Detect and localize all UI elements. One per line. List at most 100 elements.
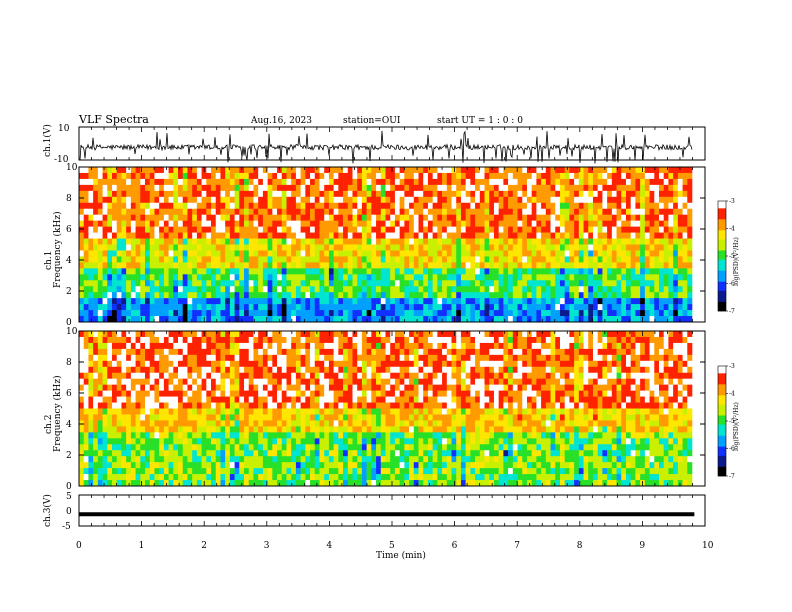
spectrogram-cell <box>427 298 433 305</box>
spectrogram-cell <box>102 360 108 368</box>
spectrogram-cell <box>220 298 226 305</box>
spectrogram-cell <box>135 414 141 421</box>
spectrogram-cell <box>437 316 443 323</box>
spectrogram-cell <box>328 456 334 463</box>
spectrogram-cell <box>168 286 174 293</box>
spectrogram-cell <box>258 214 264 221</box>
spectrogram-cell <box>442 202 448 210</box>
spectrogram-cell <box>588 262 594 269</box>
spectrogram-cell <box>187 414 193 421</box>
spectrogram-cell <box>163 348 169 356</box>
spectrogram-cell <box>409 202 415 210</box>
spectrogram-cell <box>432 244 438 251</box>
spectrogram-cell <box>376 226 382 233</box>
spectrogram-cell <box>413 202 419 210</box>
spectrogram-cell <box>140 354 146 362</box>
spectrogram-cell <box>343 310 349 317</box>
spectrogram-cell <box>361 190 367 198</box>
spectrogram-cell <box>267 474 273 481</box>
spectrogram-cell <box>295 250 301 257</box>
spectrogram-cell <box>178 396 184 403</box>
spectrogram-cell <box>305 268 311 275</box>
spectrogram-cell <box>465 316 471 323</box>
spectrogram-cell <box>262 366 268 374</box>
spectrogram-cell <box>343 354 349 362</box>
spectrogram-cell <box>385 280 391 287</box>
spectrogram-cell <box>673 202 679 210</box>
spectrogram-cell <box>272 298 278 305</box>
spectrogram-cell <box>380 167 386 174</box>
spectrogram-cell <box>559 262 565 269</box>
spectrogram-cell <box>314 408 320 415</box>
spectrogram-cell <box>102 372 108 379</box>
spectrogram-cell <box>281 238 287 245</box>
spectrogram-cell <box>508 262 514 269</box>
spectrogram-cell <box>668 250 674 257</box>
spectrogram-cell <box>196 366 202 374</box>
spectrogram-cell <box>611 286 617 293</box>
spectrogram-cell <box>644 232 650 239</box>
spectrogram-cell <box>262 331 268 338</box>
spectrogram-cell <box>286 366 292 374</box>
spectrogram-cell <box>140 220 146 227</box>
spectrogram-cell <box>281 167 287 174</box>
spectrogram-cell <box>154 304 160 311</box>
spectrogram-cell <box>305 262 311 269</box>
spectrogram-cell <box>79 414 85 421</box>
spectrogram-cell <box>409 226 415 233</box>
spectrogram-cell <box>145 202 151 210</box>
spectrogram-cell <box>88 244 94 251</box>
spectrogram-cell <box>116 274 122 281</box>
spectrogram-cell <box>578 274 584 281</box>
spectrogram-cell <box>319 372 325 379</box>
spectrogram-cell <box>130 268 136 275</box>
spectrogram-cell <box>394 226 400 233</box>
spectrogram-cell <box>352 202 358 210</box>
spectrogram-cell <box>102 384 108 391</box>
spectrogram-cell <box>220 348 226 356</box>
spectrogram-cell <box>295 444 301 451</box>
spectrogram-cell <box>456 316 462 323</box>
spectrogram-cell <box>159 167 165 174</box>
spectrogram-cell <box>215 298 221 305</box>
spectrogram-cell <box>253 286 259 293</box>
spectrogram-cell <box>555 292 561 299</box>
spectrogram-cell <box>112 450 118 457</box>
spectrogram-cell <box>211 390 217 397</box>
spectrogram-cell <box>512 226 518 233</box>
spectrogram-cell <box>140 226 146 233</box>
spectrogram-cell <box>187 444 193 451</box>
spectrogram-cell <box>437 286 443 293</box>
spectrogram-cell <box>394 262 400 269</box>
spectrogram-cell <box>338 414 344 421</box>
spectrogram-cell <box>286 196 292 204</box>
spectrogram-cell <box>663 274 669 281</box>
spectrogram-cell <box>451 268 457 275</box>
spectrogram-cell <box>178 450 184 457</box>
spectrogram-cell <box>97 336 103 344</box>
spectrogram-cell <box>343 336 349 344</box>
spectrogram-cell <box>361 244 367 251</box>
spectrogram-cell <box>163 360 169 368</box>
spectrogram-cell <box>225 268 231 275</box>
spectrogram-cell <box>93 366 99 374</box>
spectrogram-cell <box>130 214 136 221</box>
spectrogram-cell <box>630 256 636 263</box>
spectrogram-cell <box>178 348 184 356</box>
spectrogram-cell <box>385 214 391 221</box>
spectrogram-cell <box>244 438 250 445</box>
spectrogram-cell <box>550 268 556 275</box>
spectrogram-cell <box>479 292 485 299</box>
spectrogram-cell <box>328 348 334 356</box>
spectrogram-cell <box>588 316 594 323</box>
spectrogram-cell <box>229 462 235 469</box>
spectrogram-cell <box>347 432 353 439</box>
spectrogram-cell <box>489 220 495 227</box>
spectrogram-cell <box>314 304 320 311</box>
spectrogram-cell <box>616 292 622 299</box>
spectrogram-cell <box>578 268 584 275</box>
spectrogram-cell <box>569 184 575 192</box>
spectrogram-cell <box>79 172 85 180</box>
spectrogram-cell <box>588 202 594 210</box>
spectrogram-cell <box>432 250 438 257</box>
